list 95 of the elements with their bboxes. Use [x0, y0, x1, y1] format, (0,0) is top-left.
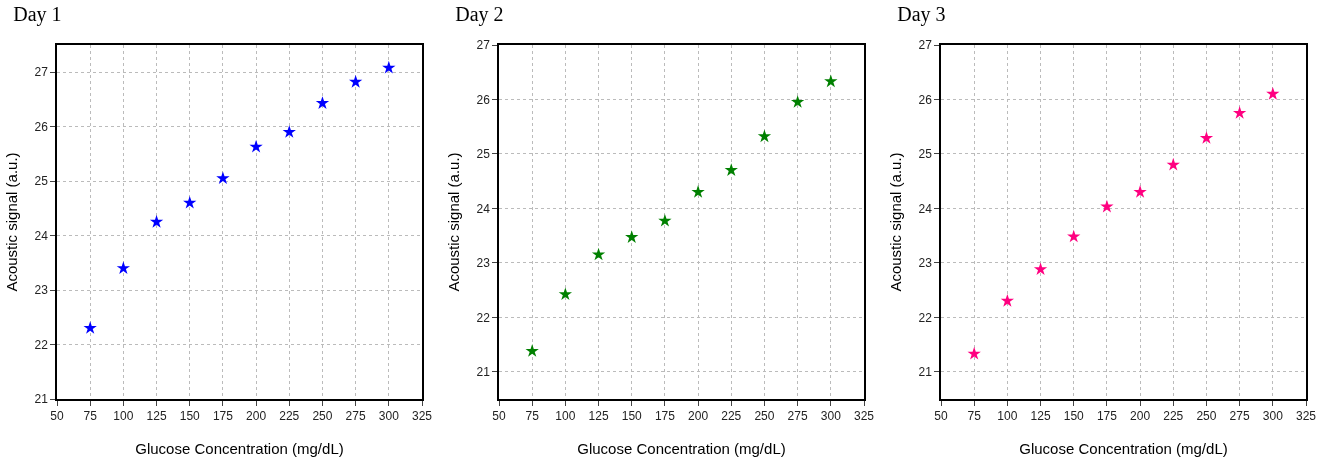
y-tick-label: 26 — [918, 92, 933, 107]
y-tick-label: 23 — [918, 256, 933, 271]
y-tick-label: 22 — [476, 310, 491, 325]
x-tick-label: 100 — [997, 409, 1018, 424]
y-tick-label: 24 — [34, 228, 49, 243]
y-tick-label: 22 — [34, 337, 49, 352]
x-tick-label: 200 — [1130, 409, 1151, 424]
x-tick-label: 125 — [1030, 409, 1051, 424]
x-tick-label: 300 — [378, 409, 400, 424]
x-tick-label: 275 — [787, 409, 808, 424]
point — [1166, 157, 1180, 171]
x-tick-label: 150 — [621, 409, 643, 424]
y-tick-label: 21 — [918, 364, 933, 379]
point — [1266, 87, 1280, 100]
x-tick-label: 325 — [853, 409, 875, 424]
x-axis-title: Glucose Concentration (mg/dL) — [135, 440, 344, 457]
point — [249, 139, 263, 153]
x-tick-label: 325 — [1295, 409, 1317, 424]
x-tick-label: 200 — [688, 409, 709, 424]
point — [348, 75, 363, 88]
x-tick-label: 225 — [279, 409, 300, 424]
y-tick-label: 27 — [34, 65, 49, 80]
point — [967, 346, 981, 360]
x-tick-label: 275 — [345, 409, 366, 424]
chart-title: Day 2 — [455, 2, 504, 26]
x-axis-title: Glucose Concentration (mg/dL) — [577, 440, 786, 457]
point — [1000, 293, 1015, 307]
x-tick-label: 150 — [1063, 409, 1085, 424]
x-tick-label: 100 — [555, 409, 576, 424]
x-tick-label: 175 — [1096, 409, 1118, 424]
y-tick-label: 23 — [34, 283, 49, 298]
y-tick-label: 24 — [918, 201, 933, 216]
y-tick-label: 25 — [918, 147, 933, 162]
y-tick-label: 24 — [476, 201, 491, 216]
x-tick-label: 325 — [411, 409, 433, 424]
point — [382, 60, 396, 74]
x-tick-label: 125 — [146, 409, 167, 424]
point — [625, 230, 639, 243]
point — [116, 261, 131, 274]
point — [315, 96, 330, 109]
y-tick-label: 25 — [476, 147, 491, 162]
point — [1067, 229, 1081, 243]
y-tick-label: 27 — [918, 38, 933, 53]
x-tick-label: 75 — [967, 409, 982, 424]
point — [149, 215, 164, 228]
y-tick-label: 22 — [918, 310, 933, 325]
x-tick-label: 275 — [1229, 409, 1250, 424]
x-tick-label: 50 — [50, 409, 64, 424]
y-tick-label: 23 — [476, 256, 491, 271]
point — [216, 171, 230, 185]
x-tick-label: 250 — [312, 409, 333, 424]
x-tick-label: 225 — [721, 409, 742, 424]
point — [282, 125, 296, 138]
y-axis-title: Acoustic signal (a.u.) — [2, 152, 20, 292]
point — [757, 129, 772, 143]
y-tick-label: 21 — [34, 392, 49, 407]
x-tick-label: 200 — [246, 409, 267, 424]
y-axis-title: Acoustic signal (a.u.) — [444, 152, 462, 292]
point — [1133, 185, 1147, 198]
x-tick-label: 50 — [934, 409, 948, 424]
x-tick-label: 75 — [83, 409, 98, 424]
point — [1199, 131, 1214, 144]
point — [558, 287, 573, 301]
x-tick-label: 125 — [588, 409, 609, 424]
point — [83, 321, 97, 334]
y-axis-title: Acoustic signal (a.u.) — [886, 152, 904, 292]
x-axis-title: Glucose Concentration (mg/dL) — [1019, 440, 1228, 457]
x-tick-label: 300 — [820, 409, 842, 424]
point — [658, 213, 672, 227]
x-tick-label: 250 — [754, 409, 775, 424]
y-tick-label: 26 — [476, 92, 491, 107]
x-tick-label: 75 — [525, 409, 540, 424]
x-tick-label: 300 — [1262, 409, 1284, 424]
y-tick-label: 21 — [476, 364, 491, 379]
x-tick-label: 100 — [113, 409, 134, 424]
x-tick-label: 175 — [654, 409, 676, 424]
x-tick-label: 50 — [492, 409, 506, 424]
point — [1033, 262, 1048, 276]
chart-title: Day 1 — [13, 2, 62, 26]
x-tick-label: 225 — [1163, 409, 1184, 424]
point — [183, 195, 197, 209]
x-tick-label: 150 — [179, 409, 201, 424]
point — [724, 163, 738, 176]
point — [691, 185, 705, 198]
chart-title: Day 3 — [897, 2, 946, 26]
x-tick-label: 175 — [212, 409, 234, 424]
point — [525, 344, 539, 357]
point — [824, 74, 838, 88]
point — [790, 95, 805, 108]
x-tick-label: 250 — [1196, 409, 1217, 424]
y-tick-label: 25 — [34, 174, 49, 189]
point — [1232, 106, 1247, 119]
point — [1100, 199, 1114, 213]
y-tick-label: 26 — [34, 119, 49, 134]
y-tick-label: 27 — [476, 38, 491, 53]
